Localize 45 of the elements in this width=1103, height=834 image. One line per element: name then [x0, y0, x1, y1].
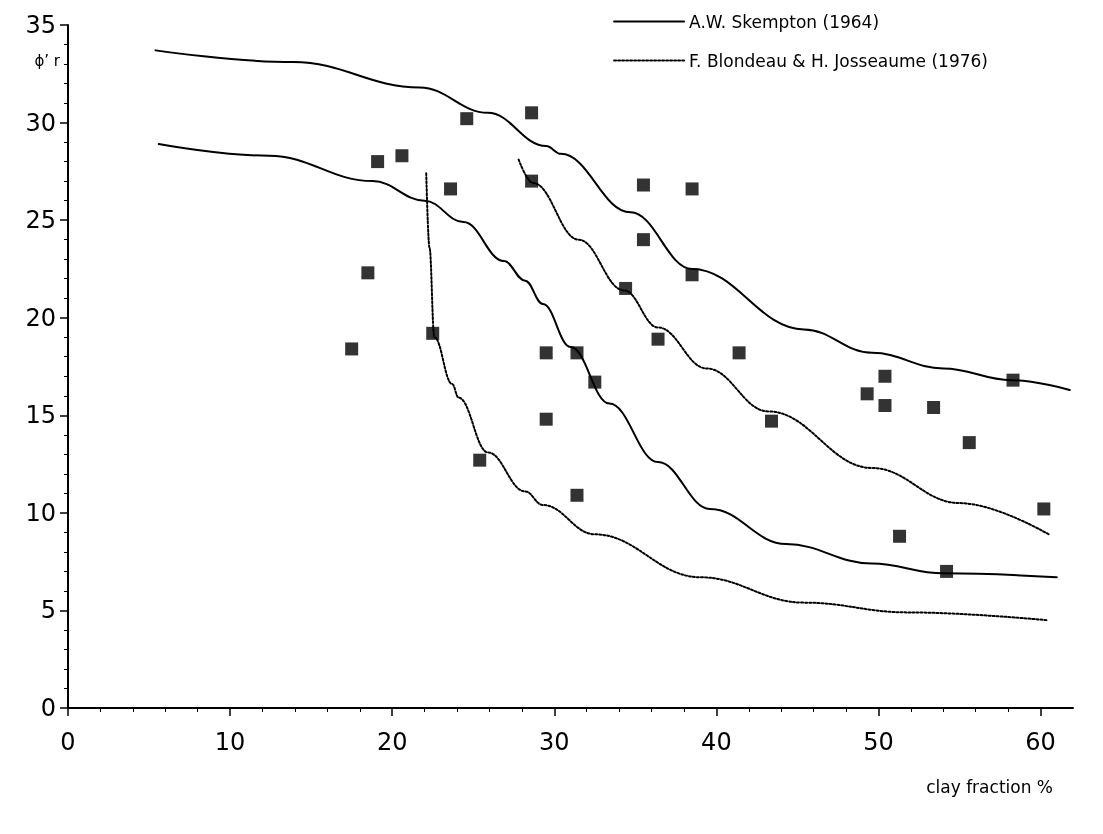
x-tick-label: 60	[1025, 728, 1056, 756]
y-tick-label: 0	[40, 694, 56, 722]
y-tick-label: 30	[25, 108, 56, 137]
point	[345, 342, 359, 356]
point	[651, 332, 665, 346]
point	[371, 155, 385, 169]
y-tick-label: 25	[25, 206, 56, 235]
point	[860, 387, 874, 401]
x-tick-label: 20	[376, 728, 408, 756]
point	[927, 400, 941, 414]
line-series	[154, 49, 1071, 391]
y-tick-label: 35	[25, 11, 56, 39]
point	[636, 178, 650, 192]
point	[878, 369, 892, 383]
point	[525, 106, 539, 120]
x-tick-label: 0	[60, 728, 76, 756]
point	[893, 529, 907, 543]
line-series	[517, 158, 1050, 536]
point	[878, 399, 892, 413]
x-tick-label: 10	[214, 728, 246, 756]
y-tick-label: 15	[25, 401, 56, 430]
point	[395, 149, 409, 163]
y-tick-label: 10	[25, 498, 56, 527]
point	[636, 233, 650, 247]
point	[1037, 502, 1051, 516]
point	[473, 453, 487, 467]
x-axis-title: clay fraction %	[926, 776, 1053, 797]
point	[539, 346, 553, 360]
point	[444, 182, 458, 196]
point	[765, 414, 778, 428]
y-axis-title: ϕ’ r	[34, 51, 61, 70]
x-tick-label: 50	[863, 728, 894, 756]
point	[962, 436, 976, 450]
legend-label: A.W. Skempton (1964)	[689, 11, 880, 32]
point	[685, 182, 699, 196]
point	[539, 412, 553, 426]
point	[361, 266, 375, 280]
point	[732, 346, 746, 360]
x-tick-label: 40	[701, 728, 732, 756]
legend-label: F. Blondeau & H. Josseaume (1976)	[689, 50, 989, 71]
x-tick-label: 30	[539, 728, 570, 756]
point	[460, 112, 474, 126]
y-tick-label: 20	[25, 303, 56, 332]
point	[570, 488, 584, 502]
y-tick-label: 5	[40, 596, 56, 625]
